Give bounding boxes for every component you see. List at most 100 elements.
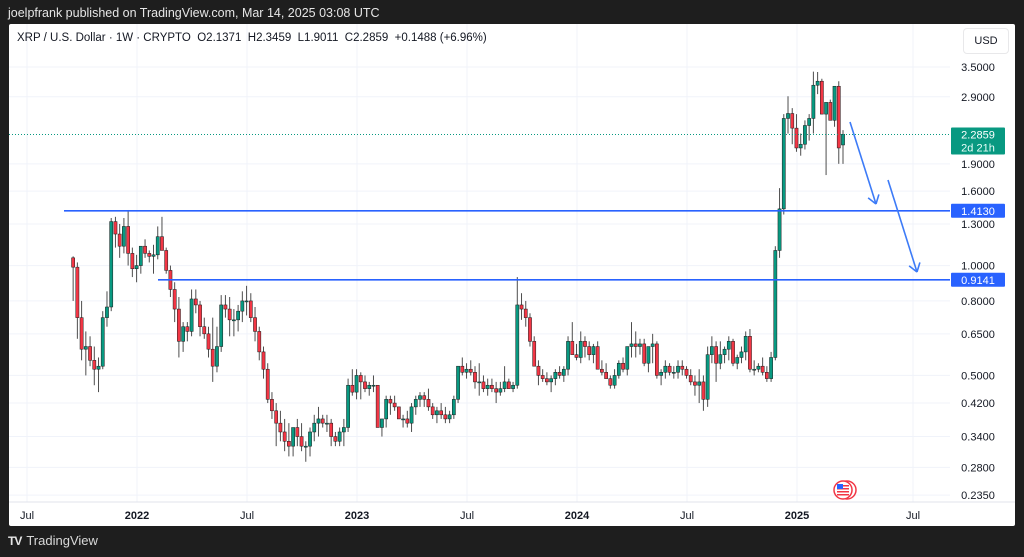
candle-body[interactable]	[253, 317, 257, 332]
candle-body[interactable]	[739, 351, 744, 358]
candle-body[interactable]	[561, 368, 566, 376]
candle-body[interactable]	[435, 410, 439, 416]
candle-body[interactable]	[587, 346, 592, 355]
candle-body[interactable]	[498, 388, 503, 393]
candle-body[interactable]	[282, 431, 287, 442]
candle-body[interactable]	[481, 381, 486, 389]
candle-body[interactable]	[409, 406, 414, 424]
candle-body[interactable]	[693, 381, 697, 386]
candle-body[interactable]	[426, 399, 431, 408]
candle-body[interactable]	[595, 346, 600, 370]
candle-body[interactable]	[451, 399, 456, 416]
candle-body[interactable]	[523, 308, 528, 318]
candle-body[interactable]	[773, 250, 778, 358]
candle-body[interactable]	[240, 300, 245, 312]
candle-body[interactable]	[659, 372, 663, 376]
candle-body[interactable]	[528, 317, 532, 342]
candle-body[interactable]	[227, 308, 232, 321]
currency-button[interactable]: USD	[963, 28, 1009, 54]
candle-body[interactable]	[71, 257, 75, 268]
candle-body[interactable]	[701, 381, 706, 400]
candle-body[interactable]	[439, 410, 443, 416]
candle-body[interactable]	[223, 304, 228, 310]
candle-body[interactable]	[473, 372, 477, 383]
candle-body[interactable]	[777, 208, 782, 251]
candle-body[interactable]	[447, 414, 452, 420]
candle-body[interactable]	[811, 84, 816, 119]
candle-body[interactable]	[329, 422, 334, 437]
candle-body[interactable]	[832, 85, 837, 121]
candle-body[interactable]	[109, 221, 114, 308]
candle-body[interactable]	[650, 343, 655, 347]
candle-body[interactable]	[574, 354, 579, 358]
candle-body[interactable]	[363, 381, 367, 389]
candle-body[interactable]	[164, 250, 169, 271]
candle-body[interactable]	[460, 365, 465, 373]
candle-body[interactable]	[134, 265, 139, 270]
candle-body[interactable]	[798, 143, 803, 149]
candle-body[interactable]	[600, 368, 604, 373]
candle-body[interactable]	[485, 384, 490, 389]
candle-body[interactable]	[270, 399, 274, 412]
candle-body[interactable]	[625, 346, 630, 370]
candle-body[interactable]	[443, 414, 448, 420]
candle-body[interactable]	[557, 372, 562, 376]
candle-body[interactable]	[612, 375, 617, 386]
candle-body[interactable]	[621, 362, 625, 370]
candle-body[interactable]	[181, 326, 185, 342]
candle-body[interactable]	[684, 368, 689, 376]
candle-body[interactable]	[608, 378, 613, 386]
candle-body[interactable]	[583, 341, 587, 347]
candle-body[interactable]	[320, 418, 325, 424]
candle-body[interactable]	[671, 372, 676, 374]
candle-body[interactable]	[380, 418, 384, 428]
candle-body[interactable]	[490, 384, 494, 389]
candle-body[interactable]	[824, 102, 828, 115]
candle-body[interactable]	[820, 80, 824, 115]
candle-body[interactable]	[291, 427, 295, 447]
candle-body[interactable]	[841, 133, 845, 146]
candle-body[interactable]	[79, 317, 84, 350]
candle-body[interactable]	[786, 113, 790, 119]
candle-body[interactable]	[591, 346, 596, 355]
candle-body[interactable]	[367, 384, 372, 389]
candle-body[interactable]	[337, 431, 342, 442]
candle-body[interactable]	[494, 388, 498, 393]
candle-body[interactable]	[83, 346, 88, 350]
candle-body[interactable]	[515, 304, 520, 386]
candle-body[interactable]	[126, 226, 130, 254]
candle-body[interactable]	[633, 343, 638, 347]
candle-body[interactable]	[418, 395, 422, 400]
candle-body[interactable]	[122, 226, 126, 247]
candle-body[interactable]	[553, 372, 558, 379]
us-flag-event-icon[interactable]	[833, 480, 853, 500]
candle-body[interactable]	[566, 341, 570, 370]
candle-body[interactable]	[401, 418, 405, 421]
candle-body[interactable]	[350, 384, 355, 393]
candle-body[interactable]	[405, 418, 410, 424]
candle-body[interactable]	[519, 304, 524, 310]
candle-body[interactable]	[502, 381, 507, 389]
candle-body[interactable]	[477, 381, 482, 384]
candle-body[interactable]	[756, 365, 761, 370]
candle-body[interactable]	[464, 368, 469, 373]
candle-body[interactable]	[413, 399, 418, 408]
candle-body[interactable]	[274, 410, 279, 424]
candle-body[interactable]	[75, 266, 80, 318]
candle-body[interactable]	[375, 384, 380, 428]
candle-body[interactable]	[371, 384, 376, 387]
candle-body[interactable]	[549, 378, 553, 383]
trend-arrow-icon[interactable]	[887, 179, 918, 273]
candle-body[interactable]	[667, 365, 672, 373]
candle-body[interactable]	[545, 378, 549, 383]
candle-body[interactable]	[769, 357, 773, 379]
candle-body[interactable]	[836, 85, 841, 149]
candle-body[interactable]	[177, 308, 181, 342]
candle-body[interactable]	[105, 306, 109, 318]
candle-body[interactable]	[219, 304, 224, 347]
candle-body[interactable]	[215, 346, 219, 367]
candle-body[interactable]	[193, 298, 198, 306]
candle-body[interactable]	[160, 236, 164, 251]
chart-panel[interactable]: XRP / U.S. Dollar · 1W · CRYPTO O2.1371 …	[9, 24, 1015, 526]
candle-body[interactable]	[718, 354, 723, 364]
